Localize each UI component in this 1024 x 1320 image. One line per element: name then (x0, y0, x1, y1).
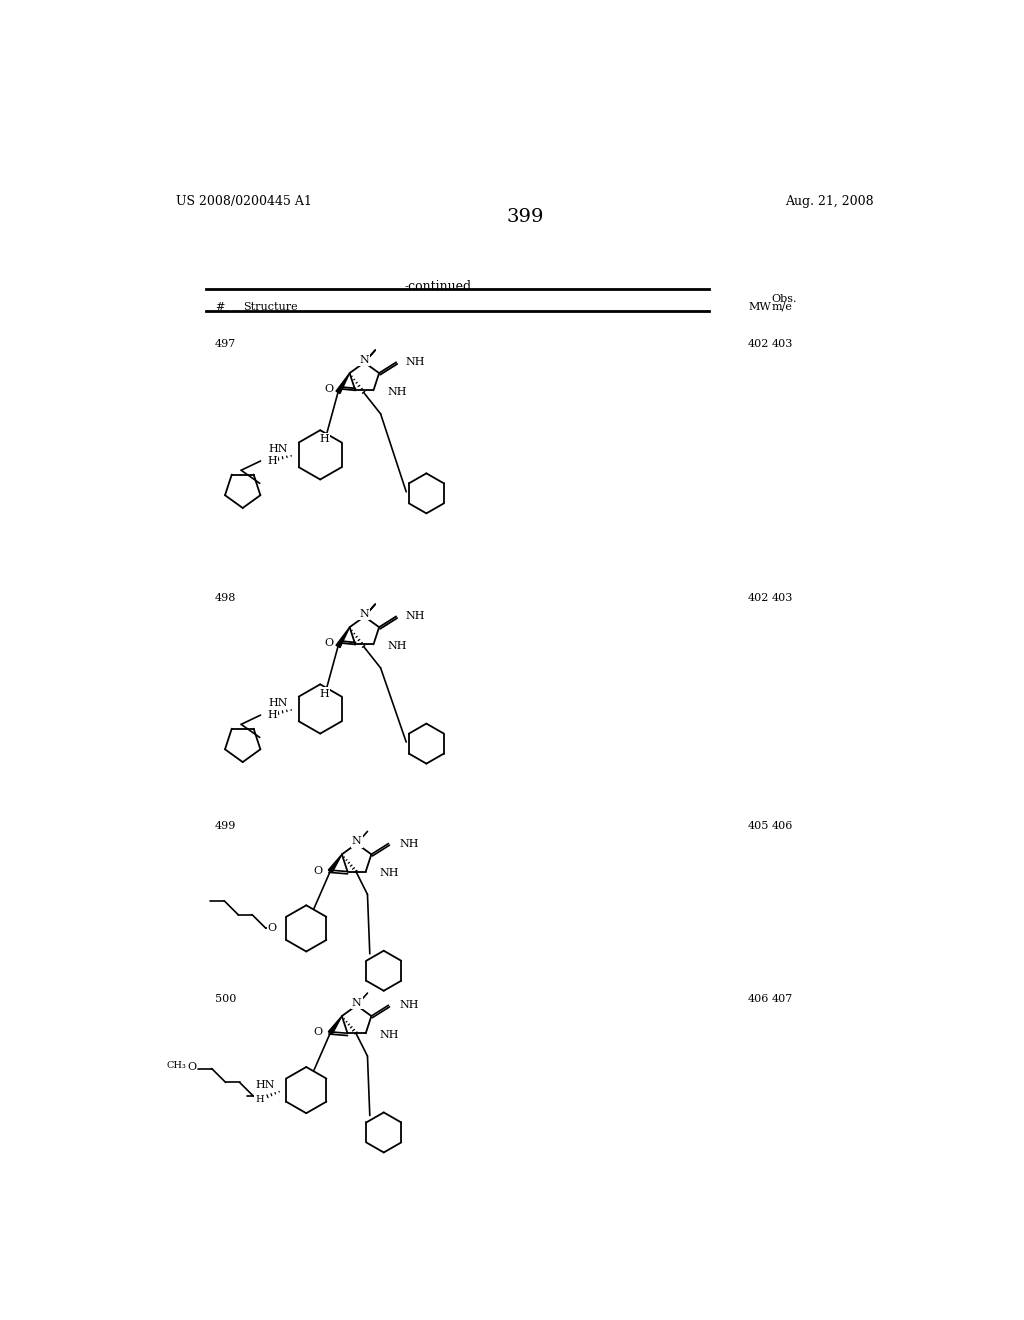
Text: NH: NH (387, 642, 407, 651)
Text: 497: 497 (215, 339, 237, 350)
Text: Structure: Structure (243, 302, 297, 312)
Text: 403: 403 (771, 339, 793, 350)
Text: 399: 399 (506, 209, 544, 227)
Text: m/e: m/e (771, 302, 793, 312)
Text: -continued: -continued (404, 280, 472, 293)
Polygon shape (336, 627, 349, 648)
Text: H: H (319, 434, 329, 445)
Text: 407: 407 (771, 994, 793, 1003)
Text: O: O (313, 866, 323, 875)
Text: H: H (319, 689, 329, 698)
Text: NH: NH (380, 1030, 399, 1040)
Text: O: O (267, 924, 276, 933)
Text: NH: NH (406, 358, 425, 367)
Text: H: H (255, 1094, 264, 1104)
Text: N: N (359, 610, 370, 619)
Text: Obs.: Obs. (771, 294, 797, 304)
Text: HN: HN (268, 698, 288, 708)
Text: NH: NH (380, 869, 399, 878)
Text: NH: NH (399, 1001, 419, 1010)
Text: 406: 406 (771, 821, 793, 830)
Text: 402: 402 (748, 339, 769, 350)
Text: HN: HN (268, 444, 288, 454)
Polygon shape (329, 854, 342, 873)
Text: US 2008/0200445 A1: US 2008/0200445 A1 (176, 195, 312, 209)
Polygon shape (336, 374, 349, 393)
Text: 403: 403 (771, 594, 793, 603)
Text: 500: 500 (215, 994, 237, 1003)
Text: 402: 402 (748, 594, 769, 603)
Text: N: N (359, 355, 370, 366)
Text: N: N (352, 837, 361, 846)
Text: O: O (325, 638, 334, 648)
Text: NH: NH (406, 611, 425, 622)
Text: H: H (267, 710, 278, 721)
Text: O: O (187, 1063, 197, 1072)
Text: #: # (215, 302, 224, 312)
Text: 499: 499 (215, 821, 237, 830)
Text: 406: 406 (748, 994, 769, 1003)
Text: NH: NH (387, 387, 407, 397)
Text: O: O (325, 384, 334, 393)
Text: MW: MW (748, 302, 771, 312)
Text: HN: HN (256, 1081, 275, 1090)
Text: H: H (267, 455, 278, 466)
Text: NH: NH (399, 838, 419, 849)
Polygon shape (329, 1016, 342, 1035)
Text: 498: 498 (215, 594, 237, 603)
Text: O: O (313, 1027, 323, 1038)
Text: CH₃: CH₃ (167, 1061, 186, 1071)
Text: N: N (352, 998, 361, 1008)
Text: Aug. 21, 2008: Aug. 21, 2008 (785, 195, 873, 209)
Text: 405: 405 (748, 821, 769, 830)
